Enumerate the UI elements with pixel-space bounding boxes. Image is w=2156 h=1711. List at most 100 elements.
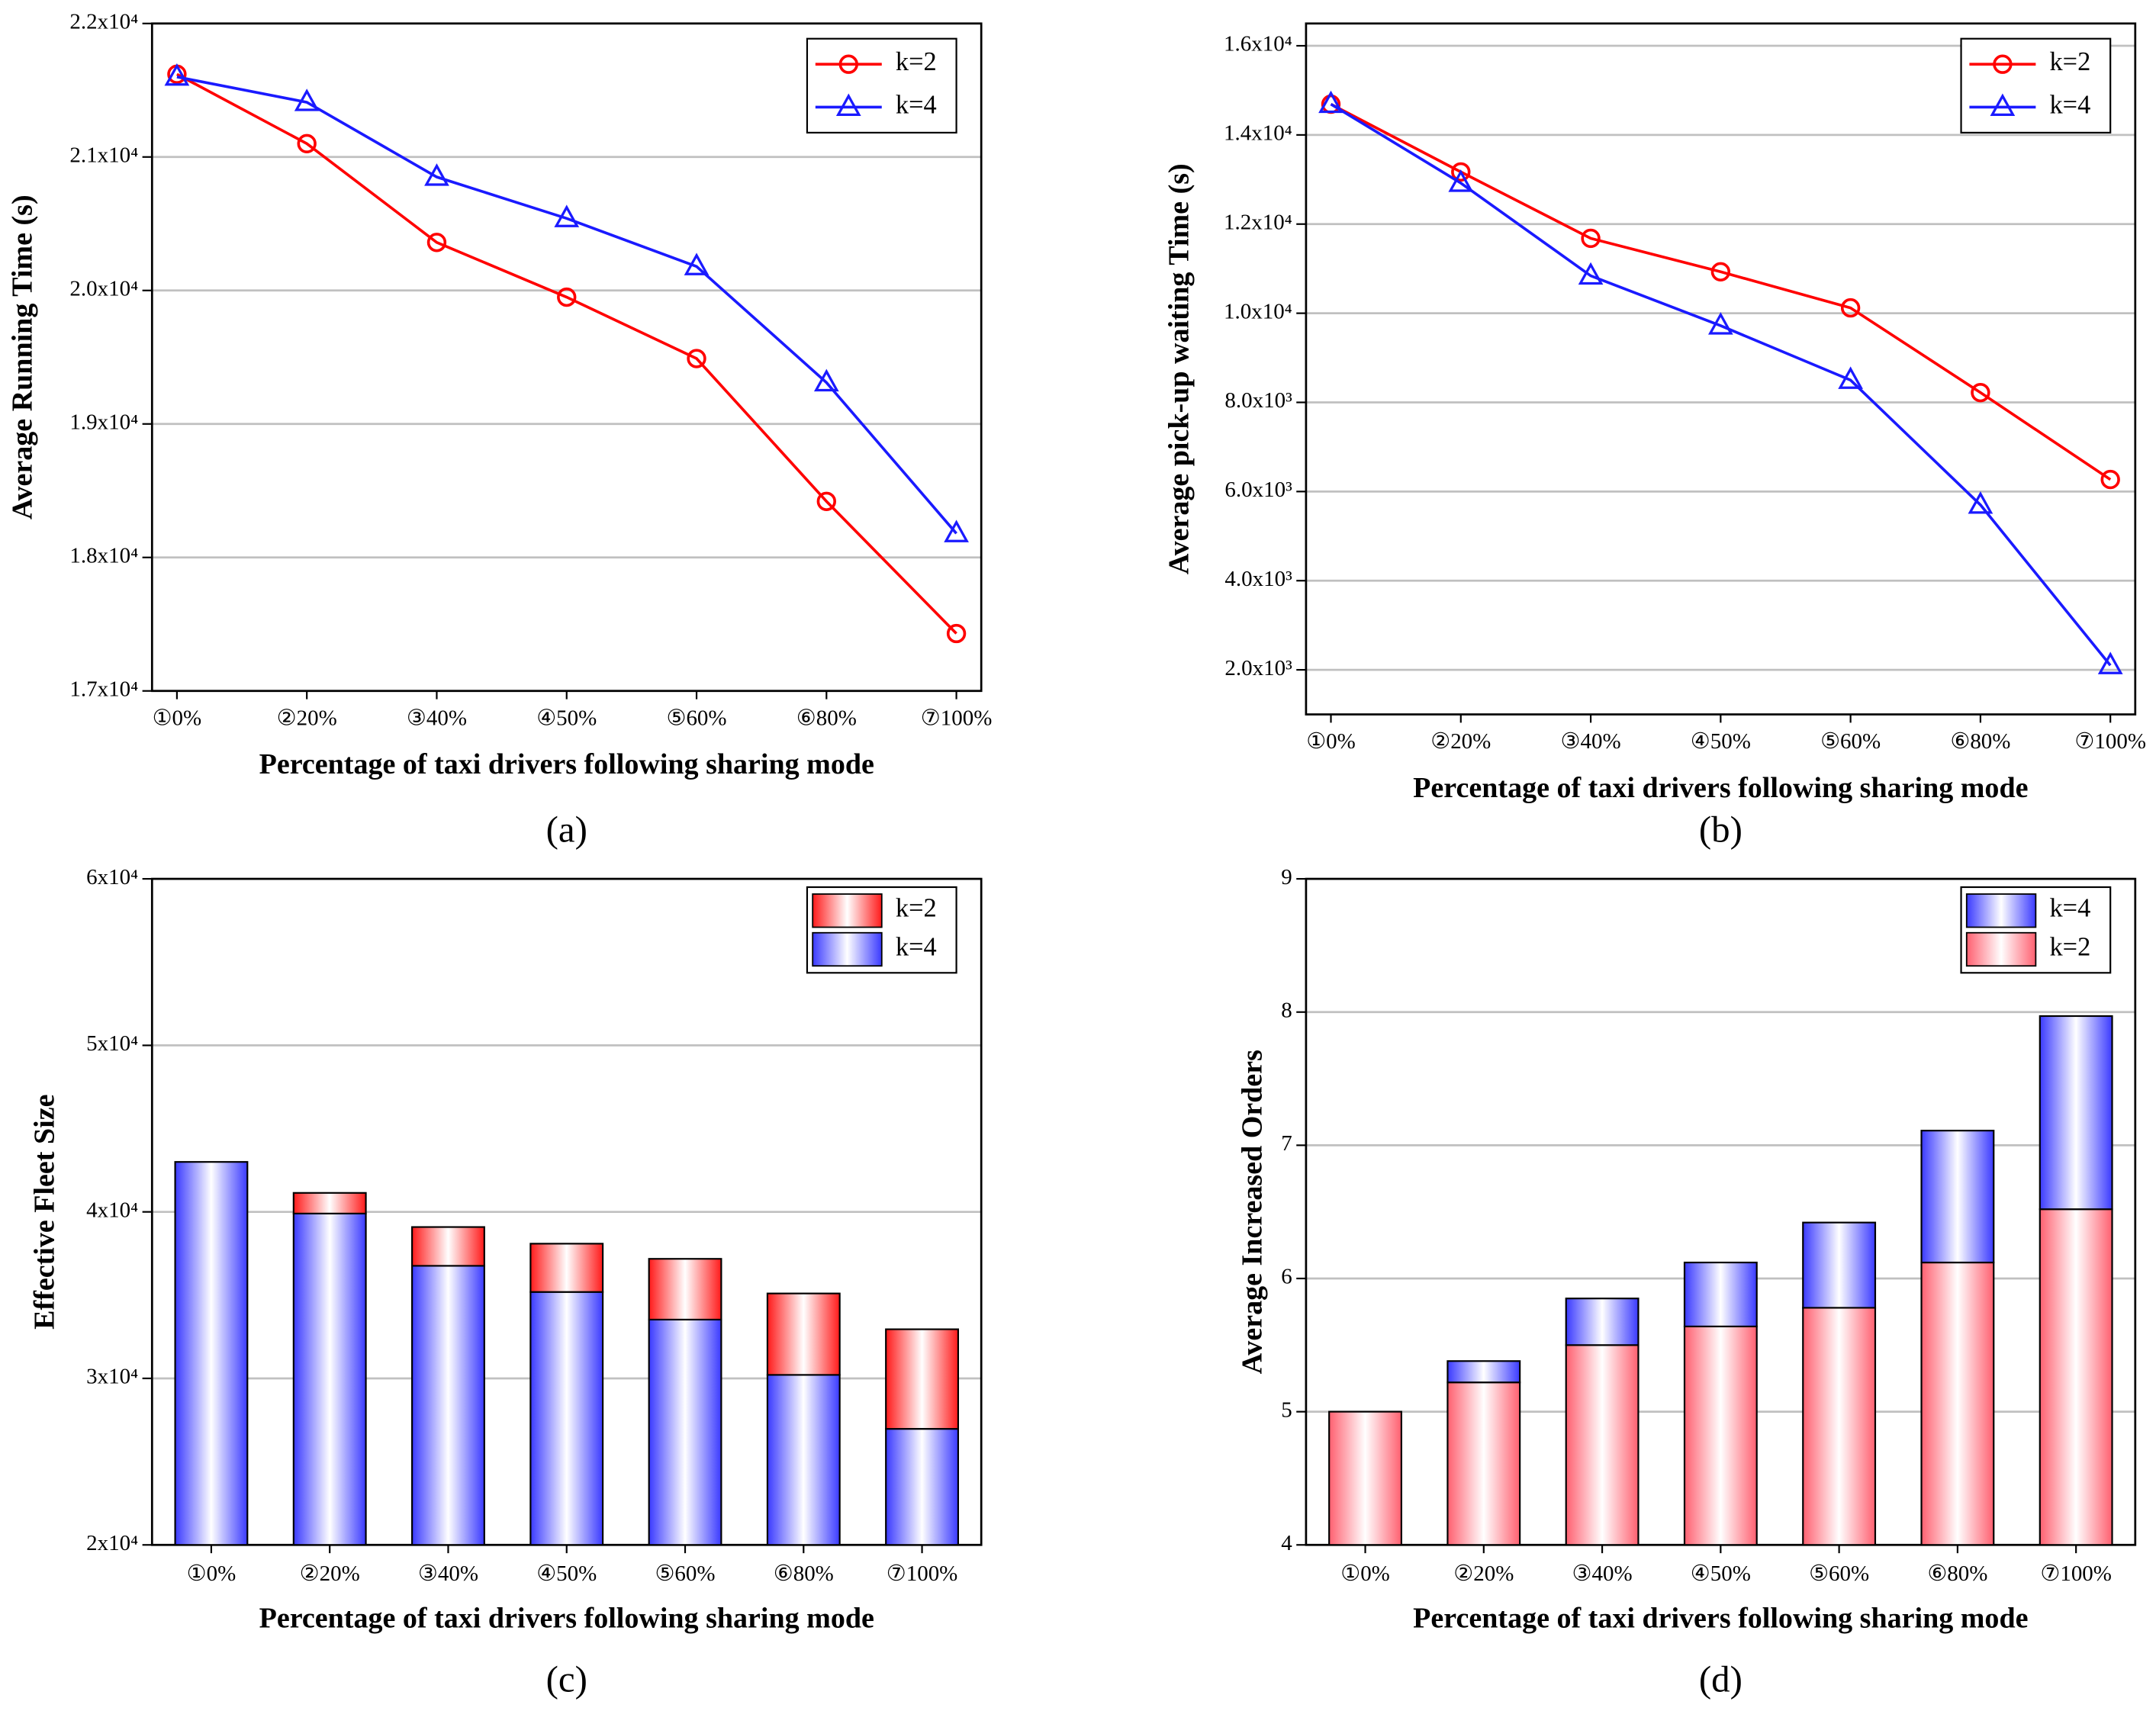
data-point (687, 349, 706, 368)
data-point (1707, 312, 1733, 335)
caption: (c) (546, 1658, 587, 1700)
y-tick-label: 1.0x10⁴ (1224, 299, 1292, 323)
legend-swatch (812, 931, 883, 967)
bar-segment (1683, 1261, 1758, 1327)
legend-swatch (1965, 893, 2037, 928)
data-point (2097, 651, 2123, 674)
x-tick-label: ⑥80% (1950, 729, 2010, 754)
series-line (1330, 102, 2112, 481)
x-tick-label: ⑤60% (666, 706, 726, 730)
y-tick-label: 9 (1281, 865, 1292, 889)
x-tick-label: ④50% (1691, 729, 1751, 754)
y-tick-label: 8 (1281, 998, 1292, 1022)
x-tick-label: ②20% (1453, 1561, 1514, 1586)
bar-segment (885, 1328, 960, 1430)
y-tick-label: 1.2x10⁴ (1224, 210, 1292, 234)
legend-label: k=4 (2049, 90, 2090, 119)
y-tick-label: 5x10⁴ (86, 1031, 138, 1056)
legend-label: k=4 (2049, 894, 2090, 923)
x-tick-label: ⑦100% (2040, 1561, 2112, 1586)
x-tick-label: ⑥80% (1927, 1561, 1987, 1586)
data-point (1710, 262, 1731, 281)
x-axis-label: Percentage of taxi drivers following sha… (1413, 1603, 2028, 1635)
y-tick-label: 4 (1281, 1531, 1292, 1555)
legend-label: k=4 (896, 90, 937, 119)
bar-segment (1683, 1325, 1758, 1546)
x-tick-label: ⑥80% (774, 1561, 834, 1586)
y-tick-label: 4.0x10³ (1224, 567, 1292, 591)
y-tick-label: 2.2x10⁴ (69, 9, 138, 34)
bar-segment (292, 1192, 367, 1214)
data-point (2100, 469, 2120, 490)
bar-segment (2039, 1015, 2113, 1211)
legend-marker (1990, 93, 2016, 116)
x-tick-label: ④50% (1691, 1561, 1751, 1586)
x-tick-label: ①0% (1340, 1561, 1390, 1586)
legend-swatch (812, 893, 883, 928)
bar-segment (1920, 1130, 1995, 1264)
data-point (554, 204, 580, 227)
y-tick-label: 2.1x10⁴ (69, 143, 138, 167)
data-point (684, 252, 710, 275)
bar-segment (1920, 1261, 1995, 1546)
x-tick-label: ⑦100% (921, 706, 993, 730)
legend-swatch (1965, 931, 2037, 967)
y-axis-label: Average Increased Orders (1237, 1050, 1269, 1374)
data-point (813, 368, 839, 392)
y-tick-label: 1.9x10⁴ (69, 410, 138, 434)
data-point (946, 623, 967, 644)
x-axis-label: Percentage of taxi drivers following sha… (1413, 772, 2028, 804)
x-tick-label: ①0% (1306, 729, 1356, 754)
bar-segment (1565, 1344, 1640, 1546)
x-tick-label: ②20% (1430, 729, 1491, 754)
data-point (1578, 262, 1604, 285)
bar-segment (1446, 1360, 1521, 1384)
legend-label: k=2 (896, 47, 937, 76)
x-tick-label: ②20% (277, 706, 337, 730)
legend-label: k=2 (2049, 932, 2090, 961)
data-point (557, 287, 577, 307)
legend-label: k=2 (2049, 47, 2090, 76)
bar-segment (529, 1291, 604, 1546)
y-tick-label: 4x10⁴ (86, 1198, 138, 1222)
bar-segment (766, 1292, 841, 1376)
y-tick-label: 1.6x10⁴ (1224, 32, 1292, 56)
legend-label: k=4 (896, 932, 937, 961)
bar-segment (1802, 1221, 1877, 1309)
data-point (1971, 382, 1990, 403)
series-line (176, 76, 957, 535)
bar-segment (529, 1243, 604, 1293)
x-tick-label: ⑦100% (887, 1561, 958, 1586)
y-tick-label: 6 (1281, 1265, 1292, 1289)
data-point (1318, 90, 1343, 114)
legend-box (806, 37, 957, 133)
data-point (1968, 491, 1993, 514)
x-axis-label: Percentage of taxi drivers following sha… (259, 748, 874, 780)
y-tick-label: 1.7x10⁴ (69, 677, 138, 701)
data-point (1838, 366, 1863, 389)
x-tick-label: ④50% (536, 706, 597, 730)
caption: (b) (1699, 809, 1742, 851)
y-axis-label: Average Running Time (s) (6, 195, 38, 519)
series-line (176, 72, 957, 635)
x-tick-label: ⑤60% (655, 1561, 715, 1586)
bar-segment (411, 1226, 485, 1267)
y-tick-label: 8.0x10³ (1224, 388, 1292, 413)
bar-segment (2039, 1208, 2113, 1546)
x-tick-label: ③40% (407, 706, 467, 730)
series-line (1330, 103, 2112, 667)
x-tick-label: ①0% (187, 1561, 237, 1586)
data-point (944, 519, 969, 542)
x-tick-label: ⑤60% (1809, 1561, 1869, 1586)
bar-segment (648, 1258, 722, 1321)
x-tick-label: ⑦100% (2074, 729, 2146, 754)
legend-marker (838, 54, 858, 74)
x-tick-label: ⑤60% (1820, 729, 1881, 754)
y-tick-label: 7 (1281, 1131, 1292, 1156)
data-point (1448, 169, 1474, 192)
bar-segment (1328, 1410, 1402, 1546)
y-tick-label: 5 (1281, 1397, 1292, 1422)
data-point (1840, 297, 1861, 318)
